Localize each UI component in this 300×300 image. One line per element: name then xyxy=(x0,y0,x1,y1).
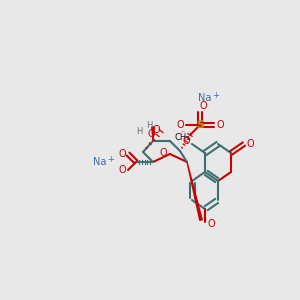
Text: Na: Na xyxy=(93,157,107,167)
Text: H: H xyxy=(146,122,152,130)
Polygon shape xyxy=(187,162,202,220)
Text: O: O xyxy=(182,136,190,146)
Text: S: S xyxy=(196,120,204,130)
Text: O: O xyxy=(207,219,215,229)
Text: Na: Na xyxy=(198,93,212,103)
Text: O: O xyxy=(147,129,155,139)
Text: O: O xyxy=(118,165,126,175)
Text: O: O xyxy=(246,139,254,149)
Text: CH₃: CH₃ xyxy=(175,133,190,142)
Text: O: O xyxy=(159,148,167,158)
Text: H: H xyxy=(136,128,142,136)
Text: O: O xyxy=(199,101,207,111)
Text: O: O xyxy=(118,149,126,159)
Text: O: O xyxy=(216,120,224,130)
Text: +: + xyxy=(213,91,219,100)
Text: O: O xyxy=(176,120,184,130)
Text: O: O xyxy=(152,125,160,135)
Text: ⁻: ⁻ xyxy=(181,128,185,137)
Polygon shape xyxy=(152,127,154,141)
Text: +: + xyxy=(108,154,114,164)
